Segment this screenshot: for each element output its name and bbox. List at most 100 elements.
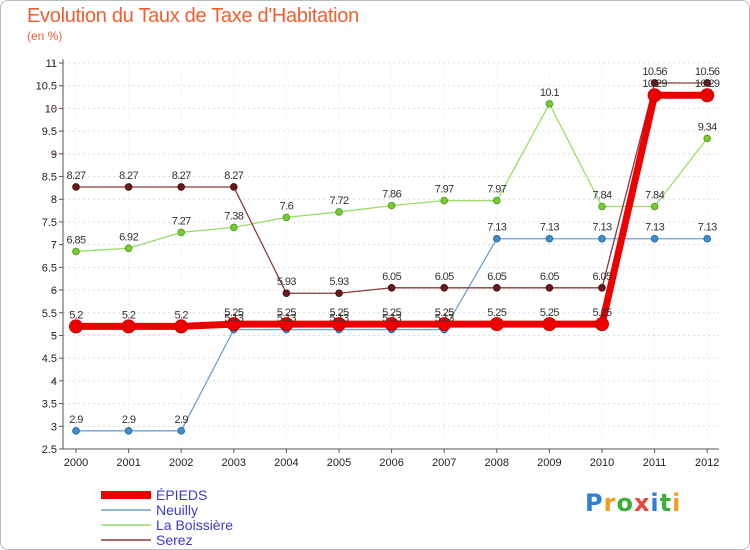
x-tick-label: 2006	[379, 457, 403, 469]
data-label: 2.9	[174, 414, 188, 426]
data-label: 7.13	[540, 222, 559, 234]
data-point	[174, 319, 189, 334]
data-label: 7.6	[280, 200, 294, 212]
data-point	[598, 202, 606, 211]
data-label: 6.05	[592, 271, 611, 283]
y-tick-label: 2.5	[42, 444, 57, 456]
data-point	[177, 183, 185, 191]
data-point	[384, 317, 399, 332]
data-label: 8.27	[224, 170, 243, 182]
data-label: 8.27	[66, 170, 85, 182]
y-tick-label: 4	[51, 376, 57, 388]
data-point	[282, 289, 291, 298]
data-point	[387, 201, 396, 210]
legend-label: La Boissière	[156, 517, 233, 533]
y-tick-label: 5	[51, 330, 57, 342]
x-tick-label: 2007	[432, 457, 456, 469]
data-label: 7.13	[645, 222, 664, 234]
data-point	[124, 183, 133, 191]
data-label: 5.93	[329, 276, 348, 288]
x-tick-label: 2004	[274, 457, 298, 469]
data-point	[279, 317, 294, 332]
y-tick-label: 3.5	[42, 399, 57, 411]
logo-letter: o	[616, 489, 634, 517]
data-point	[230, 223, 238, 232]
y-tick-label: 7	[51, 240, 57, 252]
data-point	[437, 317, 452, 332]
data-point	[387, 283, 396, 292]
data-point	[595, 317, 609, 332]
data-labels: 2.9 2.9 2.9 5.13 5.13 5.13 5.13 5.13 7.13 7.13 7.1…	[69, 222, 718, 426]
data-label: 7.97	[435, 184, 454, 196]
series-La Boissière	[72, 100, 712, 256]
data-label: 5.93	[277, 276, 296, 288]
logo-letter: r	[603, 489, 617, 517]
data-label: 6.05	[382, 271, 401, 283]
data-point	[230, 183, 238, 191]
data-point	[493, 283, 501, 292]
data-label: 7.97	[487, 184, 506, 196]
data-label: 5.25	[592, 307, 611, 319]
data-point	[650, 79, 659, 87]
data-point	[177, 228, 185, 237]
data-point	[545, 100, 554, 108]
y-tick-label: 5.5	[42, 308, 57, 320]
data-point	[121, 319, 136, 334]
data-label: 5.13	[277, 313, 296, 325]
legend-label: Neuilly	[156, 502, 198, 518]
x-tick-label: 2003	[222, 457, 246, 469]
data-label: 5.13	[435, 313, 454, 325]
y-tick-label: 10	[45, 103, 57, 115]
data-label: 5.13	[382, 313, 401, 325]
logo-letter: i	[672, 489, 682, 517]
data-label: 5.13	[224, 313, 243, 325]
data-label: 5.25	[435, 307, 454, 319]
data-point	[124, 244, 133, 253]
data-label: 5.2	[174, 309, 188, 321]
data-label: 10.56	[642, 66, 667, 78]
data-label: 6.05	[540, 271, 559, 283]
x-tick-label: 2005	[327, 457, 351, 469]
logo-letter: x	[633, 489, 651, 517]
data-point	[489, 317, 504, 332]
data-point	[542, 317, 557, 332]
x-tick-label: 2000	[64, 457, 88, 469]
data-label: 7.38	[224, 210, 243, 222]
data-point	[226, 317, 241, 332]
data-label: 10.29	[695, 78, 720, 90]
data-label: 8.27	[172, 170, 191, 182]
logo-letter: t	[659, 489, 673, 517]
data-point	[647, 88, 662, 103]
data-label: 10.1	[540, 87, 559, 99]
data-point	[335, 289, 343, 298]
series-Serez	[72, 79, 712, 298]
data-label: 2.9	[122, 414, 136, 426]
y-tick-label: 4.5	[42, 353, 57, 365]
grid	[63, 62, 719, 450]
y-tick-label: 10.5	[36, 81, 57, 93]
data-point	[703, 79, 712, 87]
data-label: 5.25	[487, 307, 506, 319]
data-label: 6.92	[119, 231, 138, 243]
x-tick-label: 2012	[695, 457, 719, 469]
data-labels: 5.2 5.2 5.2 5.25 5.25 5.25 5.25 5.25 5.25 5.25 5.2…	[69, 78, 720, 321]
data-label: 6.85	[66, 234, 85, 246]
data-point	[177, 427, 185, 435]
data-point	[72, 247, 80, 256]
data-point	[335, 208, 343, 216]
series-ÉPIEDS	[69, 88, 715, 334]
data-point	[332, 317, 346, 332]
data-point	[69, 319, 83, 334]
data-label: 6.05	[487, 271, 506, 283]
data-label: 7.13	[592, 222, 611, 234]
x-tick-label: 2009	[537, 457, 561, 469]
data-label: 7.13	[698, 222, 717, 234]
logo-letter: i	[650, 489, 660, 517]
data-label: 5.25	[382, 307, 401, 319]
y-tick-label: 9.5	[42, 126, 57, 138]
y-tick-label: 9	[51, 149, 57, 161]
y-tick-label: 3	[51, 421, 57, 433]
